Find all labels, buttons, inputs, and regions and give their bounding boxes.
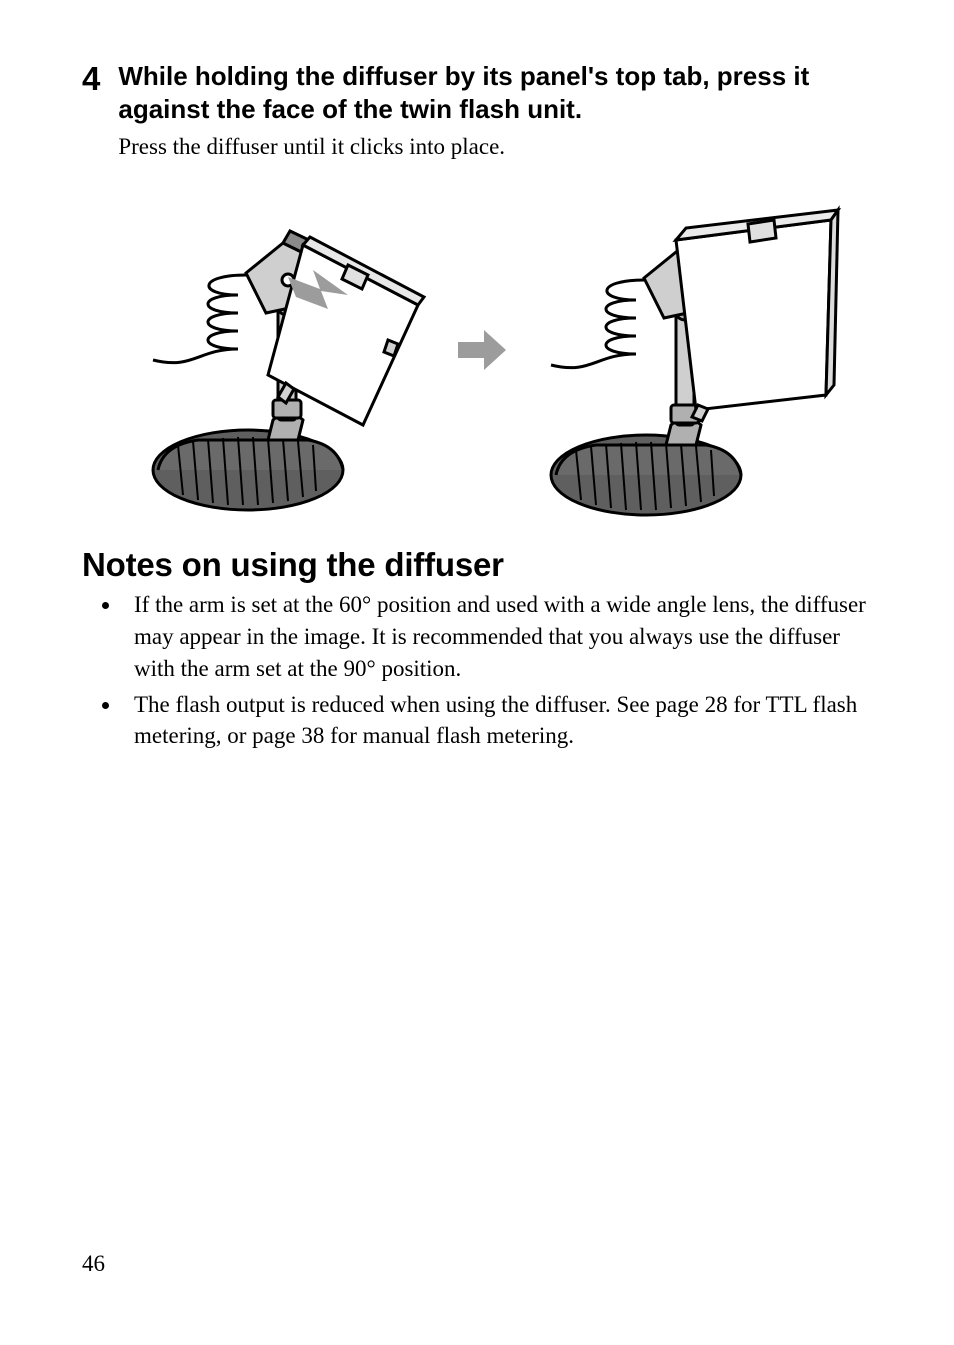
step-4: 4 While holding the diffuser by its pane… [82,60,872,162]
step-body: While holding the diffuser by its panel'… [118,60,872,162]
page-number: 46 [82,1251,105,1277]
section-heading: Notes on using the diffuser [82,547,872,583]
list-item: The flash output is reduced when using t… [122,689,872,752]
step-number: 4 [82,62,100,95]
step-title: While holding the diffuser by its panel'… [118,60,872,125]
figure-right [526,180,846,525]
page: 4 While holding the diffuser by its pane… [0,0,954,1345]
figure-row [138,180,872,525]
list-item: If the arm is set at the 60° position an… [122,589,872,684]
figure-left [138,185,438,520]
arrow-right-icon [456,328,508,377]
notes-list: If the arm is set at the 60° position an… [82,589,872,752]
diffuser-after-icon [526,180,846,520]
step-subtitle: Press the diffuser until it clicks into … [118,131,872,162]
diffuser-before-icon [138,185,438,515]
